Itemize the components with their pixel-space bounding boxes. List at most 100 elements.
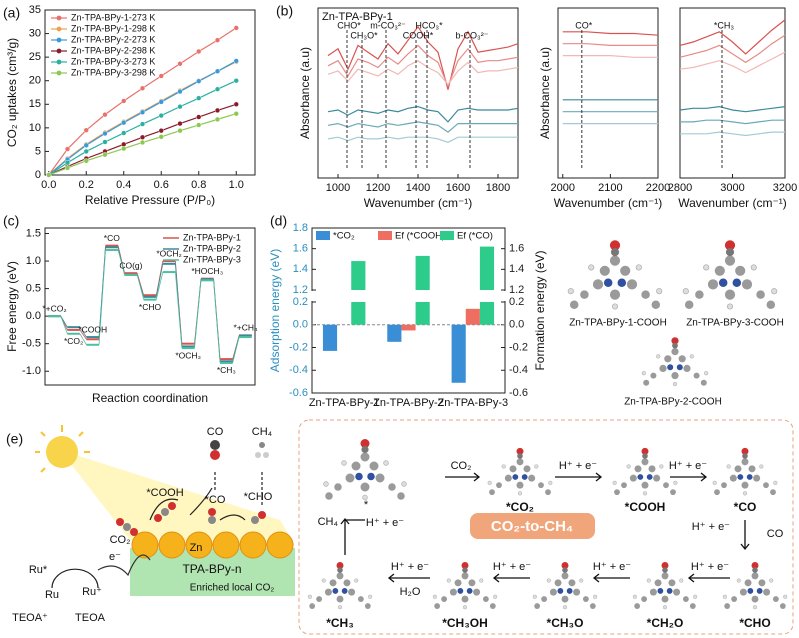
data-point (196, 95, 202, 101)
data-point (121, 120, 127, 126)
molecule-image (532, 561, 598, 610)
x-tick-label: 1000 (326, 182, 350, 194)
y-tick-label: 0.0 (509, 319, 524, 331)
panel-label: (c) (3, 213, 19, 229)
series-line (562, 43, 658, 46)
x-axis-label: Wavenumber (cm⁻¹) (554, 196, 663, 210)
y-tick-label: -0.4 (289, 364, 308, 376)
data-point (214, 116, 221, 122)
legend-label: Zn-TPA-BPy-2 (183, 243, 241, 253)
data-point (196, 122, 202, 128)
bar (401, 324, 416, 331)
y-axis-label: Free energy (eV) (5, 261, 19, 352)
intermediate-label: *CH₃OH (442, 616, 488, 630)
legend-swatch (316, 231, 330, 240)
enriched-zone (130, 548, 295, 596)
connector (194, 280, 202, 349)
data-point (64, 165, 71, 171)
x-tick-label: 1.0 (229, 179, 244, 191)
x-axis-label: Wavenumber (cm⁻¹) (364, 196, 473, 210)
data-point (158, 128, 164, 134)
molecule-image (682, 239, 778, 311)
molecule-image (322, 437, 408, 501)
data-point (139, 85, 146, 91)
step-label: *CO (104, 233, 120, 243)
intermediate-label: *CHO (739, 616, 770, 630)
legend-marker (56, 37, 62, 43)
y-tick-label: 0.5 (26, 283, 41, 295)
x-tick-label: 0.0 (41, 179, 56, 191)
data-point (177, 128, 183, 134)
series-line (48, 80, 237, 176)
intermediate-label: *CH₃ (326, 616, 354, 630)
legend-label: Zn-TPA-BPy-3-298 K (71, 67, 155, 77)
data-point (83, 142, 89, 148)
bar-lower (351, 302, 366, 325)
series-line (679, 34, 786, 64)
intermediate-label: *CO₂ (506, 500, 534, 514)
y-tick-label: -0.6 (289, 387, 308, 399)
step-label: *HOCH₃ (191, 266, 223, 276)
scheme-label: H⁺ + e⁻ (692, 521, 730, 533)
x-tick-label: 2200 (646, 182, 670, 194)
legend-swatch (378, 231, 392, 240)
step-label: *CH₃ (217, 365, 236, 375)
bar (387, 324, 402, 342)
panel-label: (d) (270, 213, 287, 229)
step-label: *OCH₂ (156, 248, 182, 258)
y-tick-label: 10 (29, 122, 41, 134)
sun-rays (35, 425, 90, 473)
molecule-image (639, 335, 711, 388)
y-tick-label: -1.0 (22, 365, 41, 377)
scheme-label: *COOH (146, 487, 183, 499)
series-line (680, 131, 785, 137)
scheme-label: CO₂ (110, 534, 131, 546)
x-tick-label: 0.4 (116, 179, 131, 191)
legend-marker (56, 48, 62, 54)
y-axis-label: Absorbance (a.u) (538, 47, 552, 139)
data-point (139, 109, 146, 115)
plot-frame (557, 7, 659, 179)
x-tick-label: 2000 (551, 182, 575, 194)
y-axis-label: Adsorption energy (eV) (268, 249, 282, 372)
x-tick-label: 2800 (668, 182, 692, 194)
step-label: *+CO₂ (42, 303, 66, 313)
data-point (177, 61, 183, 67)
y-tick-label: -0.6 (509, 387, 528, 399)
connector (155, 263, 164, 297)
series-line (327, 25, 519, 90)
intermediate-label: *CH₂O (647, 616, 684, 630)
connector (79, 333, 87, 345)
data-point (158, 99, 164, 105)
data-point (214, 86, 221, 92)
y-tick-label: -0.2 (509, 341, 528, 353)
molecule-image (722, 561, 788, 610)
data-point (121, 130, 127, 136)
data-point (233, 58, 239, 64)
scheme-label: Ru (45, 589, 59, 601)
legend-label: Zn-TPA-BPy-1-298 K (71, 23, 155, 33)
data-point (46, 172, 52, 178)
bar-lower (415, 302, 430, 325)
scheme-label: *CHO (244, 491, 273, 503)
scheme-label: Ru⁺ (82, 586, 102, 598)
scheme-label: TPA-BPy-n (182, 562, 241, 576)
molecule-image (307, 561, 373, 610)
y-tick-label: 0.2 (293, 296, 308, 308)
legend-label: Ef (*COOH) (395, 231, 445, 242)
y-tick-label: 5 (35, 145, 41, 157)
series-line (327, 121, 518, 133)
intermediate-label: *CH₃O (547, 616, 584, 630)
scheme-label: Ru* (29, 564, 48, 576)
data-point (233, 78, 239, 84)
scheme-label: Zn (190, 542, 203, 554)
scheme-label: e⁻ (109, 551, 121, 563)
y-tick-label: 0 (35, 169, 41, 181)
y-tick-label: -0.4 (509, 364, 528, 376)
scheme-label: TEOA⁺ (12, 612, 48, 624)
series-line (679, 105, 786, 113)
connector (117, 249, 125, 275)
plot-frame (44, 9, 256, 176)
annotation-label: CHO* (337, 20, 361, 30)
